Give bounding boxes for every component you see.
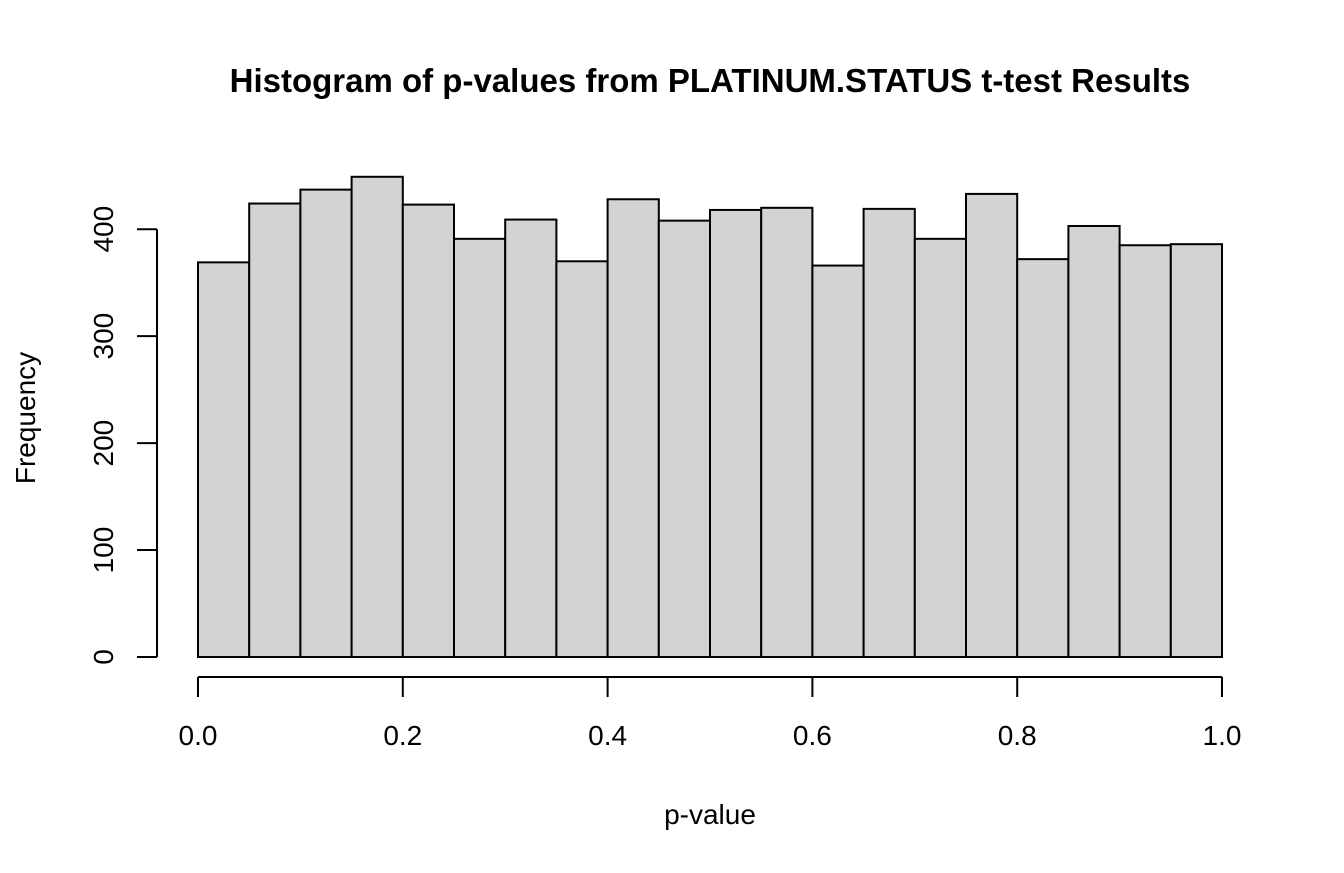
histogram-bar bbox=[606, 198, 660, 658]
histogram-bar bbox=[1118, 244, 1172, 658]
histogram-bar bbox=[965, 192, 1019, 658]
histogram-bar bbox=[1169, 243, 1224, 658]
histogram-bar bbox=[350, 175, 404, 658]
y-tick-label: 200 bbox=[88, 420, 119, 467]
histogram-bar bbox=[401, 203, 455, 658]
histogram-bar bbox=[299, 188, 353, 658]
histogram-bar bbox=[1067, 224, 1121, 659]
bars-group bbox=[197, 175, 1224, 659]
histogram-bar bbox=[862, 207, 916, 659]
histogram-bar bbox=[248, 202, 302, 658]
x-tick-label: 0.8 bbox=[998, 720, 1037, 751]
histogram-bar bbox=[555, 260, 609, 658]
x-tick-label: 0.0 bbox=[179, 720, 218, 751]
y-tick-label: 400 bbox=[88, 206, 119, 253]
histogram-bar bbox=[1016, 258, 1070, 658]
x-axis-label: p-value bbox=[664, 799, 756, 830]
x-axis: 0.0 0.2 0.4 0.6 0.8 1.0 bbox=[179, 676, 1242, 751]
y-axis: 0 100 200 300 400 bbox=[88, 206, 158, 665]
histogram-bar bbox=[197, 261, 251, 658]
histogram-bar bbox=[913, 237, 967, 658]
x-tick-label: 0.4 bbox=[588, 720, 627, 751]
histogram-bar bbox=[657, 219, 711, 658]
histogram-bar bbox=[504, 218, 558, 658]
y-tick-label: 300 bbox=[88, 313, 119, 360]
histogram-bar bbox=[709, 208, 763, 658]
histogram-bar bbox=[453, 237, 507, 658]
y-axis-label: Frequency bbox=[10, 352, 41, 484]
histogram-bar bbox=[760, 206, 814, 658]
histogram-bar bbox=[811, 264, 865, 658]
chart-title: Histogram of p-values from PLATINUM.STAT… bbox=[230, 62, 1191, 99]
x-tick-label: 0.2 bbox=[383, 720, 422, 751]
x-tick-label: 0.6 bbox=[793, 720, 832, 751]
y-tick-label: 100 bbox=[88, 527, 119, 574]
x-tick-label: 1.0 bbox=[1203, 720, 1242, 751]
y-tick-label: 0 bbox=[88, 649, 119, 665]
